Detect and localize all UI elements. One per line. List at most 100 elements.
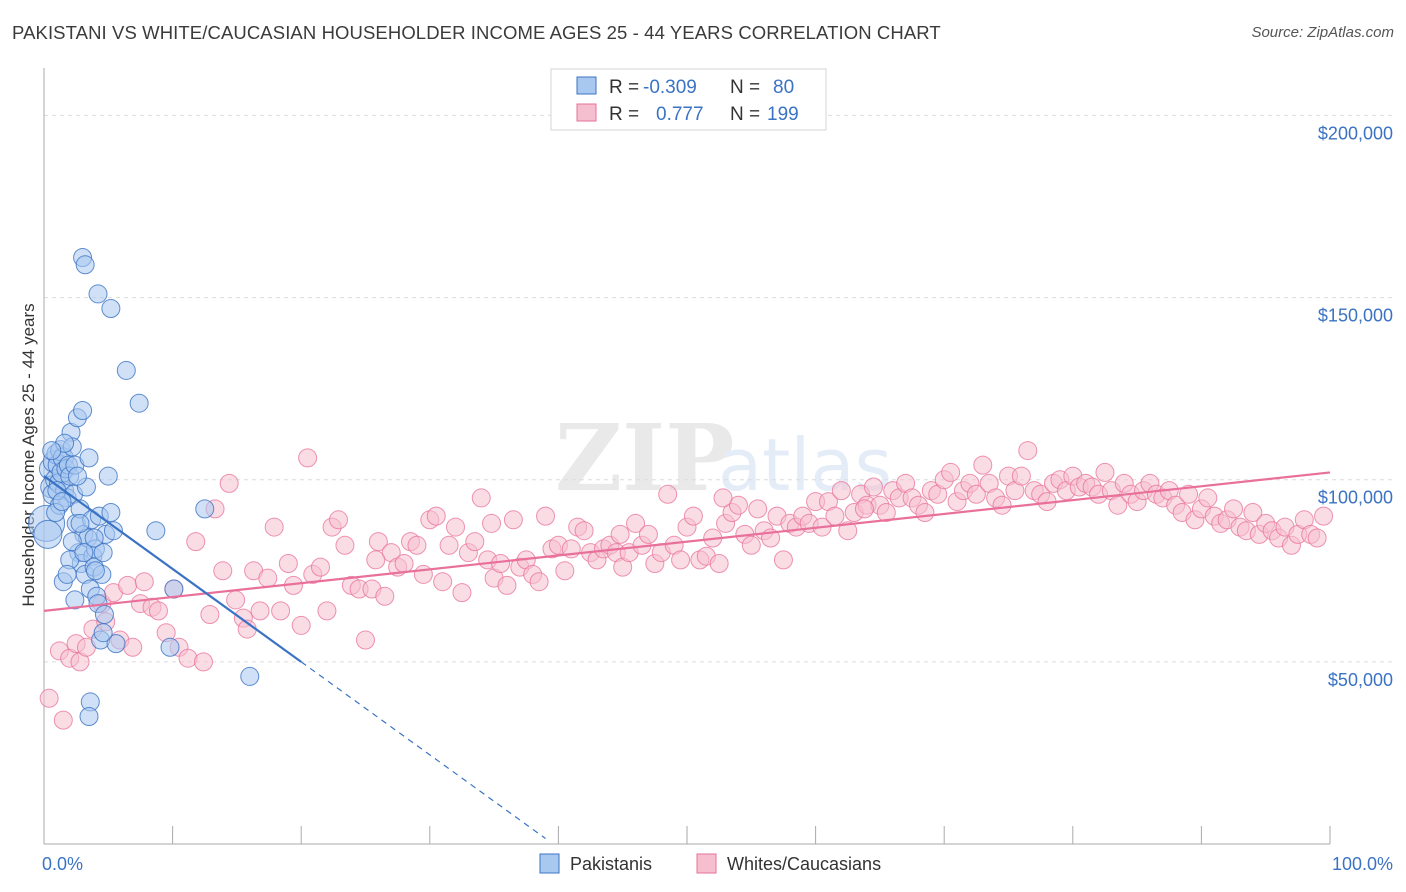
point-whites-199 (482, 513, 502, 533)
point-pakistanis-52 (88, 284, 108, 304)
point-whites-32 (250, 601, 270, 621)
point-whites-123 (838, 521, 858, 541)
point-pakistanis-74 (67, 466, 87, 486)
point-whites-150 (1011, 466, 1031, 486)
point-whites-127 (863, 477, 883, 497)
legend-n-value-2: 199 (767, 104, 799, 125)
point-whites-21 (178, 648, 198, 668)
x-tick-label-start: 0.0% (42, 854, 83, 874)
point-whites-113 (773, 550, 793, 570)
trend-line-pakistanis-extension (300, 661, 546, 840)
point-whites-26 (213, 561, 233, 581)
point-pakistanis-56 (146, 521, 166, 541)
point-whites-79 (555, 561, 575, 581)
point-pakistanis-65 (62, 532, 82, 552)
point-whites-103 (709, 554, 729, 573)
trend-lines (43, 471, 1331, 840)
point-pakistanis-76 (52, 492, 72, 512)
point-whites-59 (426, 506, 446, 526)
point-pakistanis-44 (94, 605, 114, 624)
y-tick-label-0: $50,000 (1328, 670, 1393, 690)
point-whites-38 (291, 615, 311, 635)
point-whites-99 (683, 506, 703, 526)
watermark: ZIP atlas (555, 404, 892, 512)
point-whites-13 (123, 637, 143, 657)
point-whites-28 (226, 590, 246, 610)
bottom-legend-label-whites: Whites/Caucasians (727, 854, 881, 874)
legend-r-label-2: R = (609, 104, 639, 125)
point-whites-92 (638, 524, 658, 544)
point-whites-143 (966, 484, 986, 504)
point-whites-63 (452, 583, 472, 603)
point-pakistanis-59 (195, 499, 215, 519)
point-whites-82 (574, 521, 594, 541)
x-tick-label-end: 100.0% (1332, 854, 1393, 874)
point-whites-196 (1307, 528, 1327, 548)
point-whites-163 (1095, 462, 1115, 482)
point-pakistanis-53 (101, 299, 121, 318)
point-pakistanis-1 (33, 519, 63, 549)
watermark-zip: ZIP (555, 404, 734, 512)
point-whites-33 (258, 568, 278, 588)
legend-n-label-1: N = (730, 77, 760, 98)
point-whites-50 (368, 532, 388, 552)
point-pakistanis-49 (106, 634, 126, 654)
point-whites-44 (328, 510, 348, 530)
legend-r-value-2: 0.777 (656, 104, 704, 125)
point-pakistanis-75 (42, 441, 62, 461)
point-whites-60 (433, 572, 453, 592)
point-whites-75 (529, 572, 549, 592)
point-whites-45 (335, 535, 355, 555)
point-whites-71 (503, 510, 523, 530)
x-ticks (43, 826, 1331, 844)
point-pakistanis-69 (65, 590, 85, 610)
point-pakistanis-32 (79, 448, 99, 468)
point-whites-48 (356, 630, 375, 650)
point-whites-109 (748, 499, 768, 519)
point-pakistanis-55 (129, 393, 149, 413)
point-whites-135 (915, 503, 935, 522)
point-whites-36 (278, 554, 298, 573)
series-pakistanis (28, 248, 260, 726)
point-whites-139 (941, 462, 961, 482)
grid-lines (44, 114, 1395, 663)
y-axis-label: Householder Income Ages 25 - 44 years (19, 303, 38, 606)
point-whites-122 (831, 481, 851, 501)
point-whites-197 (1314, 506, 1334, 526)
point-whites-147 (992, 495, 1012, 515)
bottom-legend-swatch-whites (696, 853, 717, 874)
point-pakistanis-77 (70, 513, 90, 533)
legend-swatch-blue (576, 76, 597, 95)
y-tick-labels: $50,000 $100,000 $150,000 $200,000 (1318, 123, 1393, 689)
stats-legend-box (550, 68, 827, 131)
legend-swatch-pink (576, 103, 597, 122)
point-whites-17 (148, 601, 168, 621)
y-tick-label-3: $200,000 (1318, 123, 1393, 143)
point-whites-15 (134, 572, 154, 592)
point-whites-41 (310, 557, 330, 577)
point-whites-186 (1243, 503, 1263, 522)
point-whites-57 (413, 564, 433, 584)
point-pakistanis-62 (79, 707, 99, 726)
legend-r-label-1: R = (609, 77, 639, 98)
point-whites-34 (264, 517, 284, 537)
legend-r-value-1: -0.309 (643, 77, 697, 98)
point-whites-66 (471, 488, 491, 508)
legend-n-label-2: N = (730, 104, 760, 125)
point-pakistanis-71 (93, 623, 113, 643)
point-whites-0 (39, 688, 59, 708)
legend-n-value-1: 80 (773, 77, 794, 98)
point-whites-35 (271, 601, 291, 621)
point-whites-42 (317, 601, 337, 621)
point-whites-69 (491, 554, 511, 573)
point-whites-76 (536, 506, 556, 526)
point-pakistanis-27 (73, 401, 93, 420)
point-pakistanis-57 (160, 637, 180, 657)
point-whites-62 (446, 517, 466, 537)
point-whites-27 (219, 473, 239, 493)
point-whites-198 (366, 550, 386, 570)
point-whites-176 (1179, 484, 1199, 504)
chart-title: PAKISTANI VS WHITE/CAUCASIAN HOUSEHOLDER… (12, 22, 941, 43)
y-tick-label-2: $150,000 (1318, 306, 1393, 326)
